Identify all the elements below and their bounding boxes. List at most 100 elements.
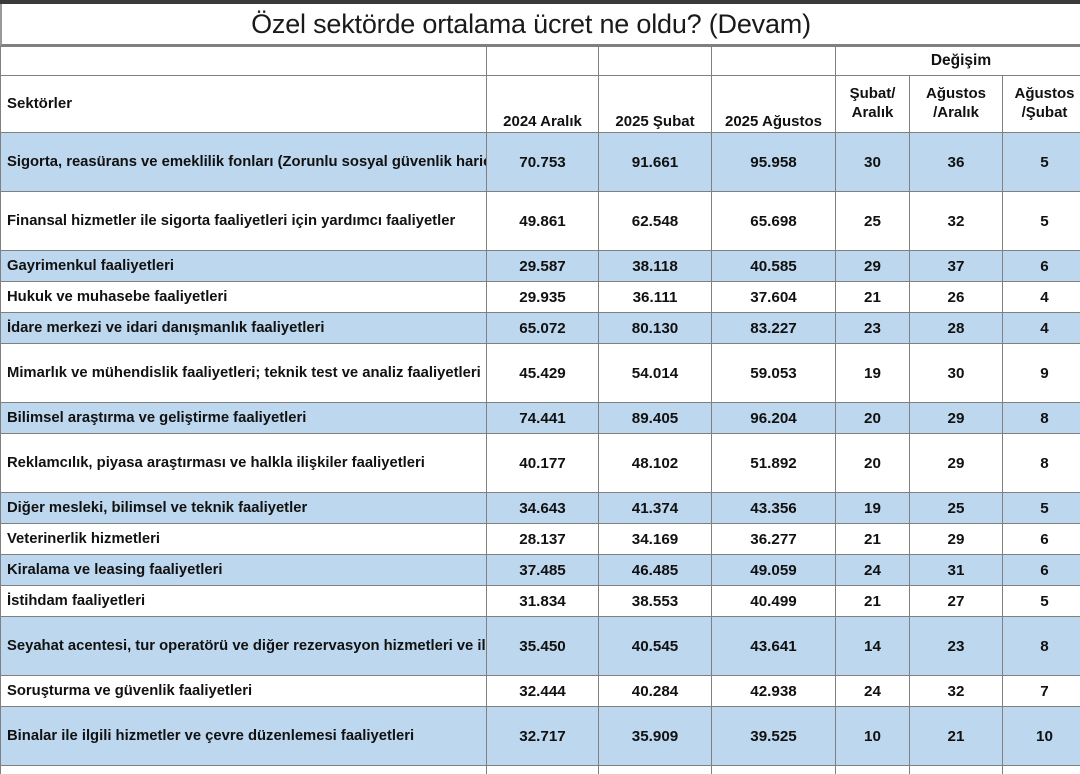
cell-subat-aralik: 29 bbox=[835, 250, 910, 282]
cell-2025-subat: 62.548 bbox=[598, 191, 712, 251]
header-sektorler: Sektörler bbox=[0, 75, 487, 133]
cell-sector: Finansal hizmetler ile sigorta faaliyetl… bbox=[0, 191, 487, 251]
table-row: Büro yönetimi, büro destek ve işletme de… bbox=[0, 765, 1080, 774]
cell-2025-agustos: 40.585 bbox=[711, 250, 836, 282]
table-scroll-area: Değişim Sektörler 2024 Aralık 2025 Şubat… bbox=[0, 46, 1080, 774]
cell-sector: İdare merkezi ve idari danışmanlık faali… bbox=[0, 312, 487, 344]
cell-agustos-aralik: 26 bbox=[909, 281, 1003, 313]
cell-2024-aralik: 70.753 bbox=[486, 132, 599, 192]
cell-2025-agustos: 37.604 bbox=[711, 281, 836, 313]
cell-2025-agustos: 43.356 bbox=[711, 492, 836, 524]
cell-subat-aralik: 25 bbox=[835, 191, 910, 251]
cell-2025-subat: 54.014 bbox=[598, 343, 712, 403]
cell-2025-agustos: 59.053 bbox=[711, 343, 836, 403]
cell-agustos-subat: 4 bbox=[1002, 765, 1080, 774]
header-spacer-sector bbox=[0, 46, 487, 76]
header-subat-aralik-line1: Şubat/ bbox=[849, 85, 896, 103]
cell-2024-aralik: 45.429 bbox=[486, 343, 599, 403]
cell-agustos-aralik: 25 bbox=[909, 492, 1003, 524]
table-row: Hukuk ve muhasebe faaliyetleri 29.935 36.1… bbox=[0, 281, 1080, 313]
header-agustos-subat-line1: Ağustos bbox=[1014, 85, 1075, 103]
cell-2025-subat: 35.909 bbox=[598, 706, 712, 766]
table-row: Soruşturma ve güvenlik faaliyetleri 32.44… bbox=[0, 675, 1080, 707]
table-title-band: Özel sektörde ortalama ücret ne oldu? (D… bbox=[0, 4, 1080, 46]
header-group-degisim: Değişim bbox=[835, 46, 1080, 76]
cell-agustos-subat: 6 bbox=[1002, 523, 1080, 555]
table-row: Veterinerlik hizmetleri 28.137 34.169 36.27… bbox=[0, 523, 1080, 555]
header-subat-aralik-line2: Aralık bbox=[851, 104, 894, 121]
cell-2025-subat: 80.130 bbox=[598, 312, 712, 344]
table-row: Kiralama ve leasing faaliyetleri 37.485 46… bbox=[0, 554, 1080, 586]
cell-agustos-aralik: 30 bbox=[909, 343, 1003, 403]
cell-2025-subat: 38.118 bbox=[598, 250, 712, 282]
cell-agustos-aralik: 29 bbox=[909, 433, 1003, 493]
table-header: Değişim Sektörler 2024 Aralık 2025 Şubat… bbox=[0, 46, 1080, 133]
cell-subat-aralik: 21 bbox=[835, 523, 910, 555]
cell-2025-subat: 89.405 bbox=[598, 402, 712, 434]
cell-agustos-aralik: 21 bbox=[909, 706, 1003, 766]
cell-2025-agustos: 96.204 bbox=[711, 402, 836, 434]
cell-2025-subat: 56.947 bbox=[598, 765, 712, 774]
cell-2024-aralik: 46.115 bbox=[486, 765, 599, 774]
cell-agustos-aralik: 36 bbox=[909, 132, 1003, 192]
cell-agustos-subat: 8 bbox=[1002, 402, 1080, 434]
cell-2024-aralik: 28.137 bbox=[486, 523, 599, 555]
cell-2024-aralik: 29.935 bbox=[486, 281, 599, 313]
cell-2025-subat: 48.102 bbox=[598, 433, 712, 493]
header-column-row: Sektörler 2024 Aralık 2025 Şubat 2025 Ağ… bbox=[0, 75, 1080, 133]
header-2025-agustos: 2025 Ağustos bbox=[711, 75, 836, 133]
cell-sector: Kiralama ve leasing faaliyetleri bbox=[0, 554, 487, 586]
cell-2025-agustos: 83.227 bbox=[711, 312, 836, 344]
cell-agustos-subat: 5 bbox=[1002, 585, 1080, 617]
table-row: Sigorta, reasürans ve emeklilik fonları … bbox=[0, 132, 1080, 192]
cell-sector: Seyahat acentesi, tur operatörü ve diğer… bbox=[0, 616, 487, 676]
cell-2025-subat: 40.284 bbox=[598, 675, 712, 707]
cell-sector: Gayrimenkul faaliyetleri bbox=[0, 250, 487, 282]
cell-2025-agustos: 36.277 bbox=[711, 523, 836, 555]
cell-sector: Bilimsel araştırma ve geliştirme faaliye… bbox=[0, 402, 487, 434]
header-agustos-subat: Ağustos /Şubat bbox=[1002, 75, 1080, 133]
cell-sector: Diğer mesleki, bilimsel ve teknik faaliy… bbox=[0, 492, 487, 524]
header-agustos-aralik: Ağustos /Aralık bbox=[909, 75, 1003, 133]
cell-subat-aralik: 24 bbox=[835, 675, 910, 707]
header-2024-aralik: 2024 Aralık bbox=[486, 75, 599, 133]
header-2025-subat: 2025 Şubat bbox=[598, 75, 712, 133]
cell-subat-aralik: 20 bbox=[835, 433, 910, 493]
cell-subat-aralik: 20 bbox=[835, 402, 910, 434]
cell-2025-subat: 91.661 bbox=[598, 132, 712, 192]
cell-subat-aralik: 24 bbox=[835, 554, 910, 586]
cell-agustos-aralik: 31 bbox=[909, 554, 1003, 586]
cell-subat-aralik: 19 bbox=[835, 343, 910, 403]
cell-agustos-subat: 8 bbox=[1002, 616, 1080, 676]
header-agustos-aralik-line1: Ağustos bbox=[926, 85, 986, 103]
cell-subat-aralik: 21 bbox=[835, 585, 910, 617]
wages-table: Değişim Sektörler 2024 Aralık 2025 Şubat… bbox=[0, 46, 1080, 774]
cell-agustos-aralik: 23 bbox=[909, 616, 1003, 676]
cell-2025-subat: 34.169 bbox=[598, 523, 712, 555]
table-row: İstihdam faaliyetleri 31.834 38.553 40.499 2… bbox=[0, 585, 1080, 617]
header-agustos-subat-line2: /Şubat bbox=[1021, 104, 1068, 121]
cell-sector: Binalar ile ilgili hizmetler ve çevre dü… bbox=[0, 706, 487, 766]
cell-subat-aralik: 21 bbox=[835, 281, 910, 313]
cell-sector: Mimarlık ve mühendislik faaliyetleri; te… bbox=[0, 343, 487, 403]
cell-2025-subat: 41.374 bbox=[598, 492, 712, 524]
table-row: İdare merkezi ve idari danışmanlık faali… bbox=[0, 312, 1080, 344]
header-subat-aralik: Şubat/ Aralık bbox=[835, 75, 910, 133]
cell-agustos-aralik: 27 bbox=[909, 585, 1003, 617]
cell-agustos-subat: 5 bbox=[1002, 132, 1080, 192]
cell-agustos-subat: 6 bbox=[1002, 554, 1080, 586]
cell-2025-agustos: 42.938 bbox=[711, 675, 836, 707]
cell-2024-aralik: 40.177 bbox=[486, 433, 599, 493]
cell-agustos-subat: 5 bbox=[1002, 191, 1080, 251]
cell-2024-aralik: 37.485 bbox=[486, 554, 599, 586]
table-row: Mimarlık ve mühendislik faaliyetleri; te… bbox=[0, 343, 1080, 403]
table-row: Binalar ile ilgili hizmetler ve çevre dü… bbox=[0, 706, 1080, 766]
cell-agustos-subat: 4 bbox=[1002, 281, 1080, 313]
cell-2024-aralik: 49.861 bbox=[486, 191, 599, 251]
header-agustos-aralik-line2: /Aralık bbox=[933, 104, 979, 121]
cell-2025-subat: 38.553 bbox=[598, 585, 712, 617]
table-row: Diğer mesleki, bilimsel ve teknik faaliy… bbox=[0, 492, 1080, 524]
cell-agustos-subat: 10 bbox=[1002, 706, 1080, 766]
cell-agustos-subat: 8 bbox=[1002, 433, 1080, 493]
cell-agustos-subat: 4 bbox=[1002, 312, 1080, 344]
